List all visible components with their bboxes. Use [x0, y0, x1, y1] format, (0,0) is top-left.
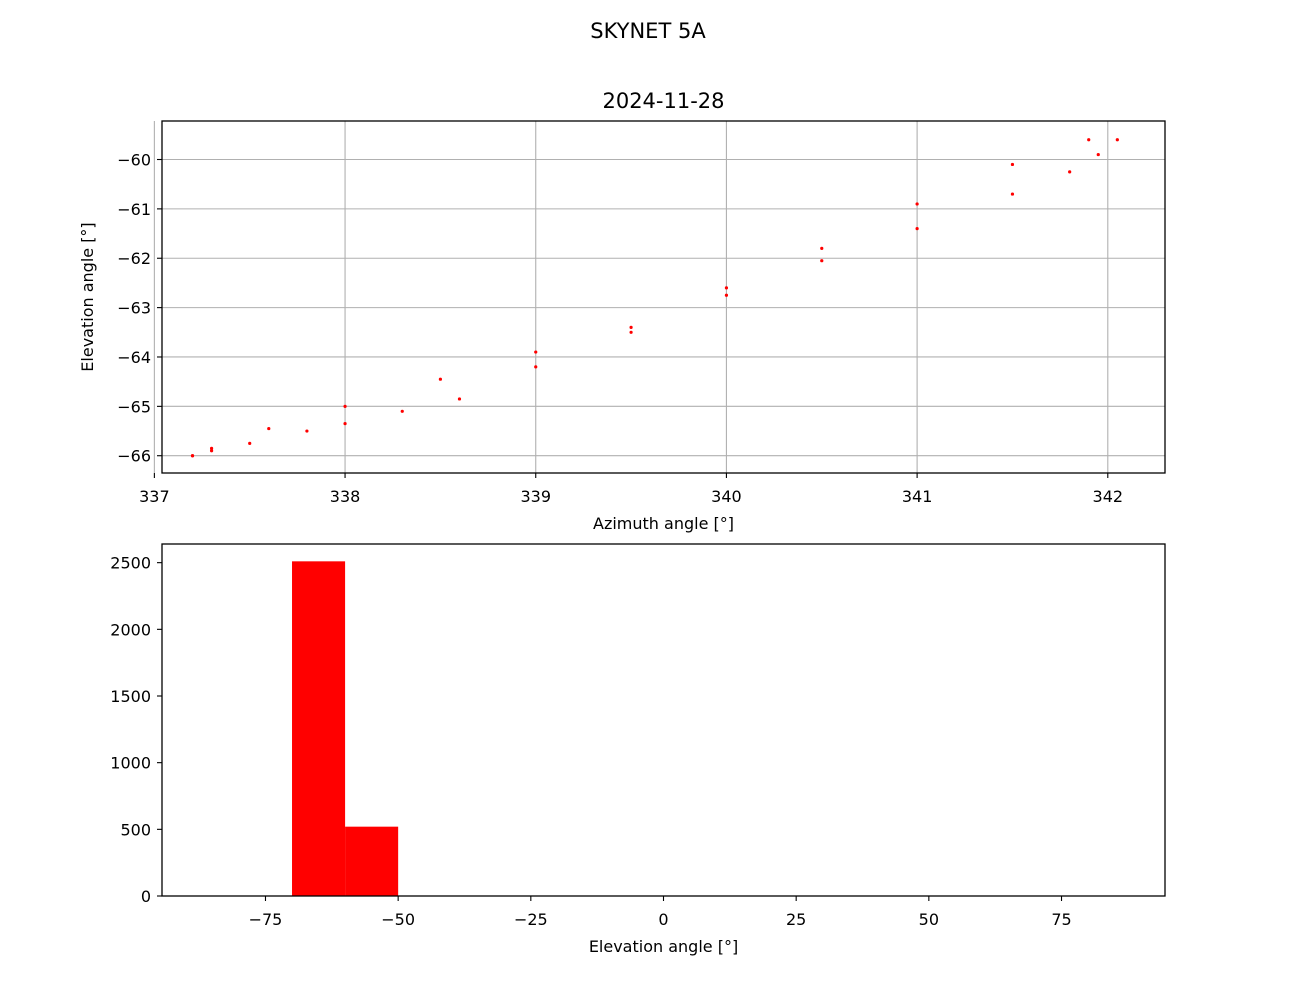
x-tick-label: −50 [381, 910, 415, 929]
scatter-point [1068, 170, 1072, 174]
histogram-bar [292, 561, 346, 896]
y-tick-label: −60 [117, 151, 151, 170]
x-tick-label: 339 [520, 487, 551, 506]
scatter-point [915, 227, 919, 231]
scatter-plot-points [190, 138, 1119, 458]
y-tick-label: −66 [117, 447, 151, 466]
scatter-point [915, 202, 919, 206]
scatter-plot-grid [153, 121, 1165, 473]
scatter-point [305, 429, 309, 433]
scatter-point [534, 365, 538, 369]
y-tick-label: 2500 [110, 554, 151, 573]
scatter-plot-axes: 2024-11-28 337 338 339 340 341 342 −60−61−62−… [78, 89, 1166, 533]
scatter-point [267, 426, 271, 431]
scatter-point [724, 293, 729, 297]
scatter-point [209, 446, 214, 450]
scatter-point [343, 422, 347, 426]
y-tick-label: 1000 [110, 754, 151, 773]
y-tick-label: −63 [117, 299, 151, 318]
x-tick-label: 50 [919, 910, 939, 929]
scatter-point [1087, 138, 1091, 142]
scatter-point [629, 325, 633, 329]
scatter-point [534, 350, 538, 354]
scatter-point [1010, 192, 1015, 196]
scatter-point [1010, 162, 1015, 167]
histogram-y-ticks: 0 500 1000 1500 2000 2500 [110, 554, 162, 906]
scatter-point [248, 441, 252, 445]
x-tick-label: 337 [139, 487, 170, 506]
y-tick-label: 500 [120, 820, 151, 839]
histogram-x-label: Elevation angle [°] [589, 937, 738, 956]
scatter-plot-y-ticks: −60 −61 −62 −63 −64 −65 −66 [117, 151, 162, 466]
scatter-point [343, 404, 347, 408]
scatter-point [820, 246, 824, 250]
figure-suptitle: SKYNET 5A [590, 19, 706, 43]
histogram-bar [345, 826, 399, 896]
x-tick-label: 341 [902, 487, 933, 506]
scatter-point [724, 286, 729, 290]
y-tick-label: 2000 [110, 620, 151, 639]
x-tick-label: 342 [1093, 487, 1124, 506]
y-tick-label: −64 [117, 348, 151, 367]
y-tick-label: −61 [117, 200, 151, 219]
scatter-point [457, 397, 462, 401]
x-tick-label: 75 [1051, 910, 1071, 929]
histogram-bars [292, 561, 399, 896]
scatter-point [1115, 138, 1119, 142]
scatter-plot-title: 2024-11-28 [602, 89, 724, 113]
scatter-plot-y-label: Elevation angle [°] [78, 222, 97, 371]
scatter-point [190, 454, 195, 458]
x-tick-label: 340 [711, 487, 742, 506]
scatter-point [820, 259, 824, 263]
x-tick-label: −25 [514, 910, 548, 929]
scatter-point [209, 449, 214, 453]
histogram-axes: −75 −50 −25 0 25 50 75 0 500 1000 1500 2000 2500 El… [110, 543, 1166, 956]
x-tick-label: −75 [249, 910, 283, 929]
y-tick-label: −62 [117, 249, 151, 268]
x-tick-label: 25 [786, 910, 806, 929]
scatter-point [1096, 152, 1100, 157]
scatter-point [438, 377, 442, 381]
histogram-x-ticks: −75 −50 −25 0 25 50 75 [249, 896, 1072, 929]
scatter-plot-x-label: Azimuth angle [°] [593, 514, 734, 533]
scatter-plot-x-ticks: 337 338 339 340 341 342 [139, 473, 1123, 506]
scatter-point [400, 409, 404, 413]
y-tick-label: −65 [117, 397, 151, 416]
y-tick-label: 0 [141, 887, 151, 906]
x-tick-label: 338 [330, 487, 361, 506]
scatter-plot-frame [161, 120, 1166, 474]
y-tick-label: 1500 [110, 687, 151, 706]
scatter-point [629, 330, 633, 334]
x-tick-label: 0 [658, 910, 668, 929]
